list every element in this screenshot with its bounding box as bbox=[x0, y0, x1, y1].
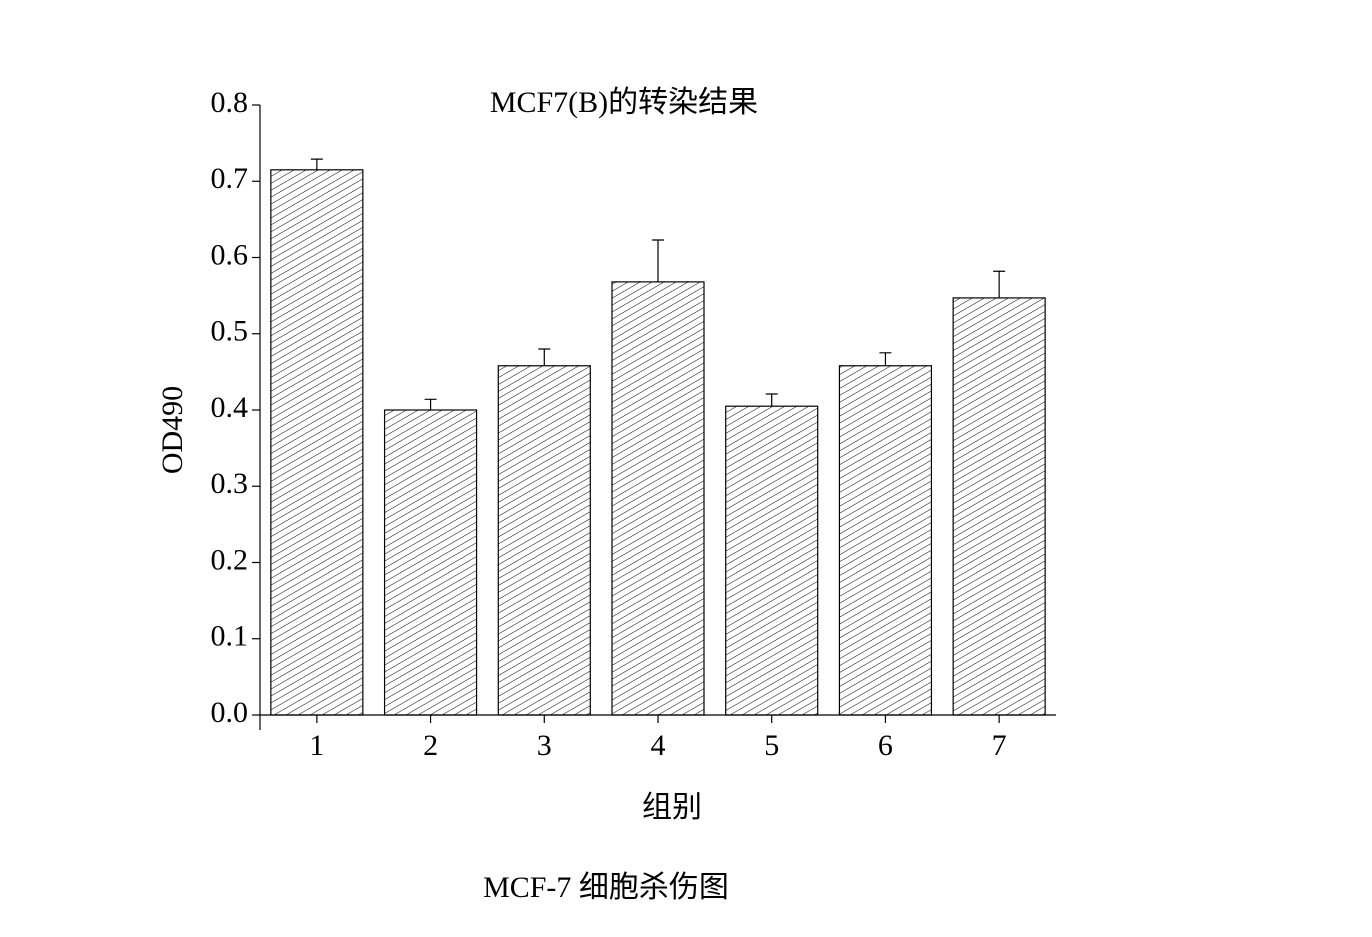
x-tick-label: 3 bbox=[537, 729, 552, 762]
y-axis-label: OD490 bbox=[156, 386, 189, 474]
x-tick-label: 7 bbox=[992, 729, 1007, 762]
error-bar bbox=[652, 239, 664, 282]
bar bbox=[838, 365, 933, 716]
x-tick-label: 6 bbox=[878, 729, 893, 762]
bar bbox=[611, 281, 705, 716]
error-bar bbox=[424, 398, 437, 410]
y-tick-label: 0.2 bbox=[211, 543, 249, 576]
error-bar bbox=[310, 158, 323, 170]
error-bar bbox=[765, 393, 778, 407]
x-tick-label: 2 bbox=[423, 729, 438, 762]
error-bar bbox=[993, 270, 1006, 298]
x-tick-label: 1 bbox=[309, 729, 324, 762]
bar bbox=[383, 409, 478, 716]
y-tick-label: 0.7 bbox=[211, 162, 249, 195]
chart-title: MCF7(B)的转染结果 bbox=[490, 86, 758, 119]
x-axis-label: 组别 bbox=[642, 791, 702, 824]
bar bbox=[725, 405, 819, 716]
x-tick-label: 4 bbox=[651, 729, 666, 762]
bar bbox=[497, 365, 591, 716]
x-tick-label: 5 bbox=[764, 729, 779, 762]
y-tick-label: 0.0 bbox=[211, 696, 249, 729]
error-bar bbox=[879, 352, 892, 366]
error-bar bbox=[538, 348, 551, 366]
y-tick-label: 0.8 bbox=[211, 86, 249, 119]
caption: MCF-7 细胞杀伤图 bbox=[483, 871, 729, 904]
y-tick-label: 0.6 bbox=[211, 238, 249, 271]
bar bbox=[270, 169, 364, 716]
y-tick-label: 0.1 bbox=[211, 620, 249, 653]
y-tick-label: 0.5 bbox=[211, 315, 249, 348]
y-tick-label: 0.3 bbox=[211, 467, 249, 500]
y-tick-label: 0.4 bbox=[211, 391, 249, 424]
bar bbox=[952, 297, 1046, 716]
